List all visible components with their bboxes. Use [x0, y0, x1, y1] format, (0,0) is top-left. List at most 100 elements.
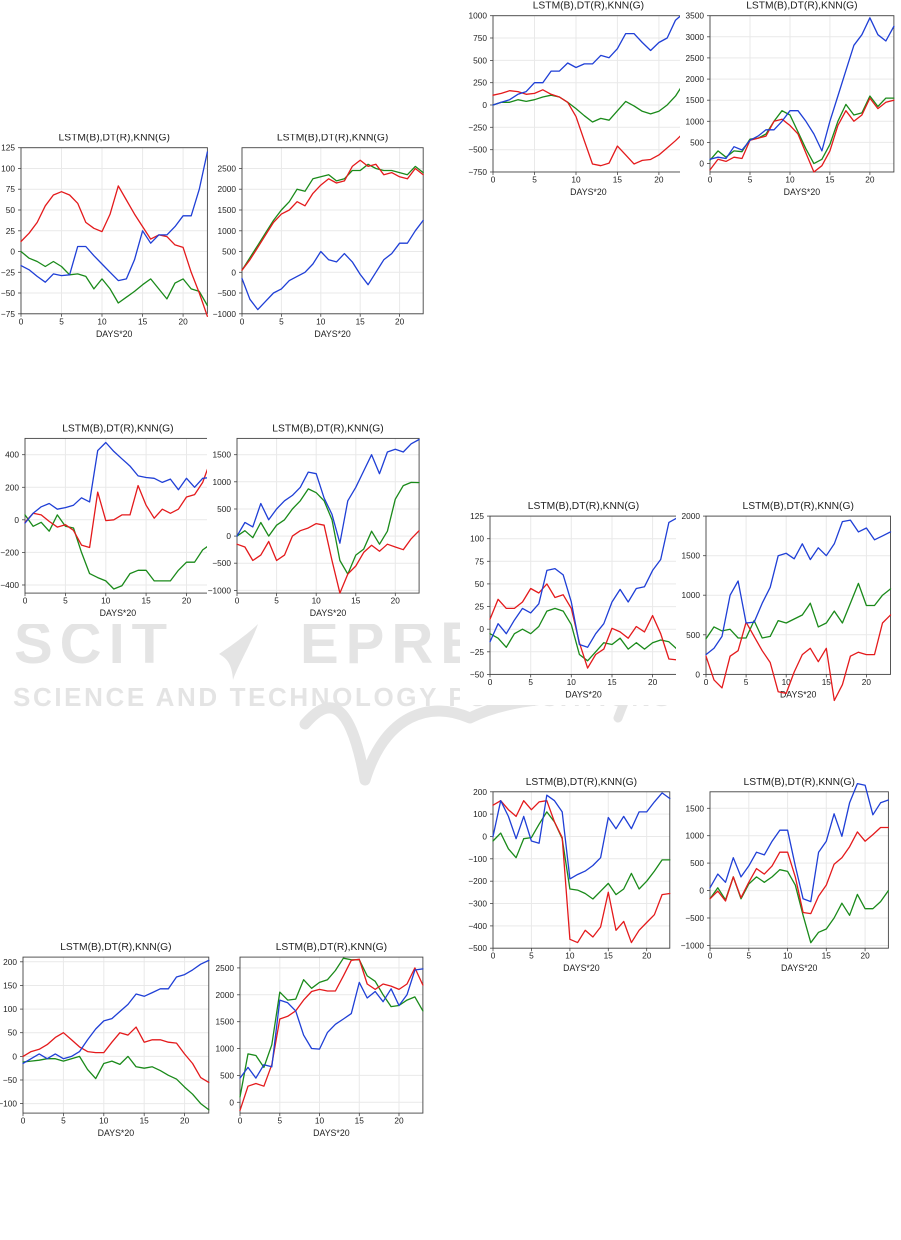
svg-text:100: 100: [470, 533, 484, 543]
svg-text:200: 200: [473, 787, 487, 797]
svg-text:2500: 2500: [216, 963, 235, 973]
svg-text:LSTM(B),DT(R),KNN(G): LSTM(B),DT(R),KNN(G): [273, 423, 384, 434]
svg-text:0: 0: [227, 531, 232, 541]
svg-text:DAYS*20: DAYS*20: [784, 187, 821, 197]
svg-text:LSTM(B),DT(R),KNN(G): LSTM(B),DT(R),KNN(G): [746, 1, 857, 12]
svg-text:1000: 1000: [686, 831, 705, 841]
svg-text:50: 50: [7, 1027, 17, 1037]
svg-text:−50: −50: [1, 288, 15, 298]
svg-text:20: 20: [861, 676, 871, 686]
svg-text:0: 0: [240, 316, 245, 326]
svg-text:10: 10: [566, 676, 576, 686]
svg-text:DAYS*20: DAYS*20: [310, 608, 347, 618]
svg-text:10: 10: [565, 951, 575, 961]
svg-text:100: 100: [3, 1004, 17, 1014]
svg-text:5: 5: [529, 951, 534, 961]
svg-text:15: 15: [141, 595, 151, 605]
svg-text:DAYS*20: DAYS*20: [313, 1128, 350, 1138]
svg-text:20: 20: [395, 1115, 405, 1125]
svg-text:500: 500: [222, 247, 236, 257]
svg-text:3500: 3500: [686, 11, 705, 21]
svg-text:LSTM(B),DT(R),KNN(G): LSTM(B),DT(R),KNN(G): [276, 942, 387, 953]
svg-text:10: 10: [99, 1115, 109, 1125]
svg-text:20: 20: [395, 316, 405, 326]
svg-text:500: 500: [217, 503, 231, 513]
svg-text:0: 0: [11, 247, 16, 257]
svg-text:1000: 1000: [681, 590, 700, 600]
svg-text:−100: −100: [468, 854, 487, 864]
svg-text:−250: −250: [468, 122, 487, 132]
svg-text:−25: −25: [1, 267, 15, 277]
svg-text:20: 20: [182, 595, 192, 605]
svg-text:0: 0: [708, 951, 713, 961]
svg-text:20: 20: [179, 316, 189, 326]
svg-text:DAYS*20: DAYS*20: [780, 689, 817, 699]
svg-text:LSTM(B),DT(R),KNN(G): LSTM(B),DT(R),KNN(G): [527, 501, 638, 512]
svg-text:15: 15: [821, 676, 831, 686]
svg-text:10: 10: [101, 595, 111, 605]
svg-text:500: 500: [690, 858, 704, 868]
svg-text:125: 125: [470, 511, 484, 521]
svg-text:1000: 1000: [686, 116, 705, 126]
svg-text:2000: 2000: [218, 184, 237, 194]
svg-text:100: 100: [473, 809, 487, 819]
svg-text:10: 10: [316, 316, 326, 326]
svg-text:DAYS*20: DAYS*20: [565, 689, 602, 699]
svg-text:−200: −200: [0, 547, 19, 557]
svg-text:50: 50: [6, 205, 16, 215]
svg-text:−200: −200: [468, 876, 487, 886]
svg-text:200: 200: [3, 956, 17, 966]
svg-text:−300: −300: [468, 899, 487, 909]
svg-text:DAYS*20: DAYS*20: [314, 329, 351, 339]
svg-text:0: 0: [479, 624, 484, 634]
svg-text:3000: 3000: [686, 32, 705, 42]
svg-text:LSTM(B),DT(R),KNN(G): LSTM(B),DT(R),KNN(G): [742, 501, 853, 512]
svg-text:−25: −25: [470, 646, 484, 656]
svg-text:1500: 1500: [218, 205, 237, 215]
svg-text:−500: −500: [468, 943, 487, 953]
svg-text:15: 15: [138, 316, 148, 326]
svg-text:0: 0: [695, 669, 700, 679]
svg-text:15: 15: [822, 951, 832, 961]
svg-text:1000: 1000: [218, 226, 237, 236]
svg-text:LSTM(B),DT(R),KNN(G): LSTM(B),DT(R),KNN(G): [59, 134, 170, 144]
svg-text:1500: 1500: [681, 550, 700, 560]
svg-text:2000: 2000: [216, 989, 235, 999]
svg-text:2000: 2000: [686, 74, 705, 84]
svg-text:10: 10: [315, 1115, 325, 1125]
svg-text:25: 25: [474, 601, 484, 611]
svg-text:LSTM(B),DT(R),KNN(G): LSTM(B),DT(R),KNN(G): [525, 777, 636, 788]
svg-text:20: 20: [648, 676, 658, 686]
svg-text:15: 15: [607, 676, 617, 686]
svg-text:2500: 2500: [218, 164, 237, 174]
svg-text:−50: −50: [470, 669, 484, 679]
svg-text:−750: −750: [468, 167, 487, 177]
svg-text:DAYS*20: DAYS*20: [781, 963, 818, 973]
svg-text:5: 5: [63, 595, 68, 605]
svg-text:0: 0: [12, 1051, 17, 1061]
svg-text:1000: 1000: [213, 476, 232, 486]
svg-text:10: 10: [571, 175, 581, 185]
svg-text:100: 100: [1, 164, 15, 174]
svg-text:10: 10: [98, 316, 108, 326]
svg-text:−50: −50: [3, 1075, 17, 1085]
svg-text:2000: 2000: [681, 511, 700, 521]
svg-text:75: 75: [474, 556, 484, 566]
svg-text:5: 5: [60, 316, 65, 326]
svg-text:0: 0: [19, 316, 24, 326]
svg-text:0: 0: [699, 159, 704, 169]
svg-text:15: 15: [355, 1115, 365, 1125]
svg-text:15: 15: [612, 175, 622, 185]
svg-text:0: 0: [703, 676, 708, 686]
svg-text:LSTM(B),DT(R),KNN(G): LSTM(B),DT(R),KNN(G): [277, 134, 388, 144]
svg-text:15: 15: [603, 951, 613, 961]
svg-text:5: 5: [275, 595, 280, 605]
svg-text:−1000: −1000: [681, 941, 705, 951]
svg-text:−500: −500: [468, 145, 487, 155]
svg-text:500: 500: [473, 56, 487, 66]
svg-text:DAYS*20: DAYS*20: [570, 187, 607, 197]
svg-text:1500: 1500: [216, 1016, 235, 1026]
svg-text:0: 0: [14, 514, 19, 524]
svg-text:500: 500: [686, 629, 700, 639]
svg-text:−500: −500: [213, 558, 232, 568]
